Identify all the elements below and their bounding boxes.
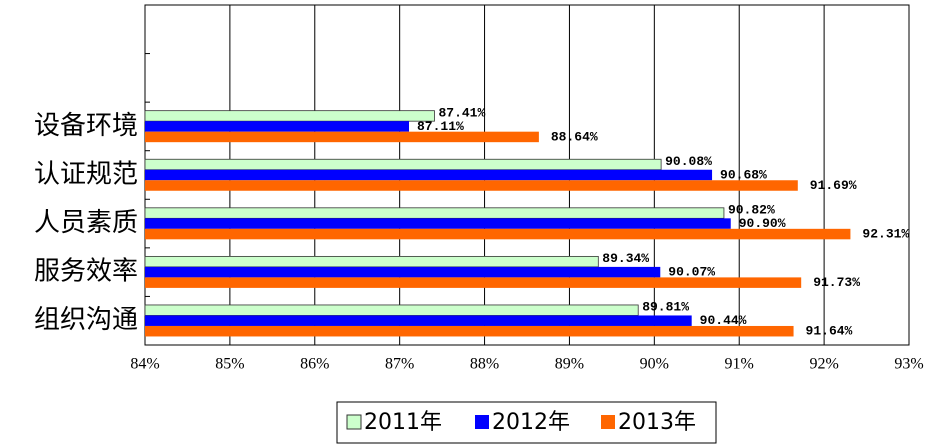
value-label: 90.82% — [728, 203, 775, 218]
category-label: 组织沟通 — [34, 305, 138, 335]
legend-label: 2013年 — [618, 410, 696, 435]
bar — [145, 169, 713, 181]
value-label: 89.34% — [602, 251, 649, 266]
bar — [145, 131, 539, 143]
bar — [145, 325, 794, 337]
value-label: 91.64% — [806, 324, 853, 339]
legend-swatch — [601, 415, 615, 429]
bar — [145, 228, 851, 240]
bar — [145, 218, 731, 229]
x-tick-label: 87% — [385, 356, 414, 373]
x-tick-label: 86% — [300, 356, 329, 373]
value-label: 88.64% — [551, 129, 598, 144]
value-label: 90.90% — [739, 216, 786, 231]
legend-swatch — [475, 415, 489, 429]
value-label: 90.08% — [665, 154, 712, 169]
x-tick-label: 85% — [215, 356, 244, 373]
x-tick-label: 90% — [640, 356, 669, 373]
bar — [145, 180, 798, 191]
value-label: 87.11% — [417, 119, 464, 134]
bar — [145, 266, 661, 278]
category-label: 设备环境 — [34, 111, 138, 141]
x-tick-label: 84% — [130, 356, 159, 373]
x-tick-label: 91% — [725, 356, 754, 373]
value-label: 91.73% — [813, 275, 860, 290]
x-tick-label: 89% — [555, 356, 584, 373]
legend-label: 2011年 — [364, 410, 442, 435]
bar — [145, 315, 692, 326]
category-label: 认证规范 — [34, 160, 138, 190]
x-tick-label: 92% — [809, 356, 838, 373]
value-label: 90.07% — [668, 265, 715, 280]
value-label: 91.69% — [810, 178, 857, 193]
bar — [144, 207, 725, 219]
bar — [145, 277, 802, 288]
value-label: 89.81% — [642, 300, 689, 315]
category-label: 服务效率 — [34, 257, 138, 287]
value-label: 92.31% — [862, 227, 909, 242]
bar — [144, 158, 662, 171]
legend-label: 2012年 — [492, 410, 570, 435]
value-label: 87.41% — [438, 105, 485, 120]
bar — [144, 110, 435, 122]
bar — [144, 255, 599, 268]
legend-swatch — [346, 414, 362, 430]
bar — [144, 304, 639, 316]
value-label: 90.44% — [700, 313, 747, 328]
bar — [145, 121, 410, 132]
x-tick-label: 93% — [894, 356, 923, 373]
value-label: 90.68% — [720, 167, 767, 182]
legend-box — [336, 401, 717, 444]
x-tick-label: 88% — [470, 356, 499, 373]
category-label: 人员素质 — [34, 208, 138, 238]
